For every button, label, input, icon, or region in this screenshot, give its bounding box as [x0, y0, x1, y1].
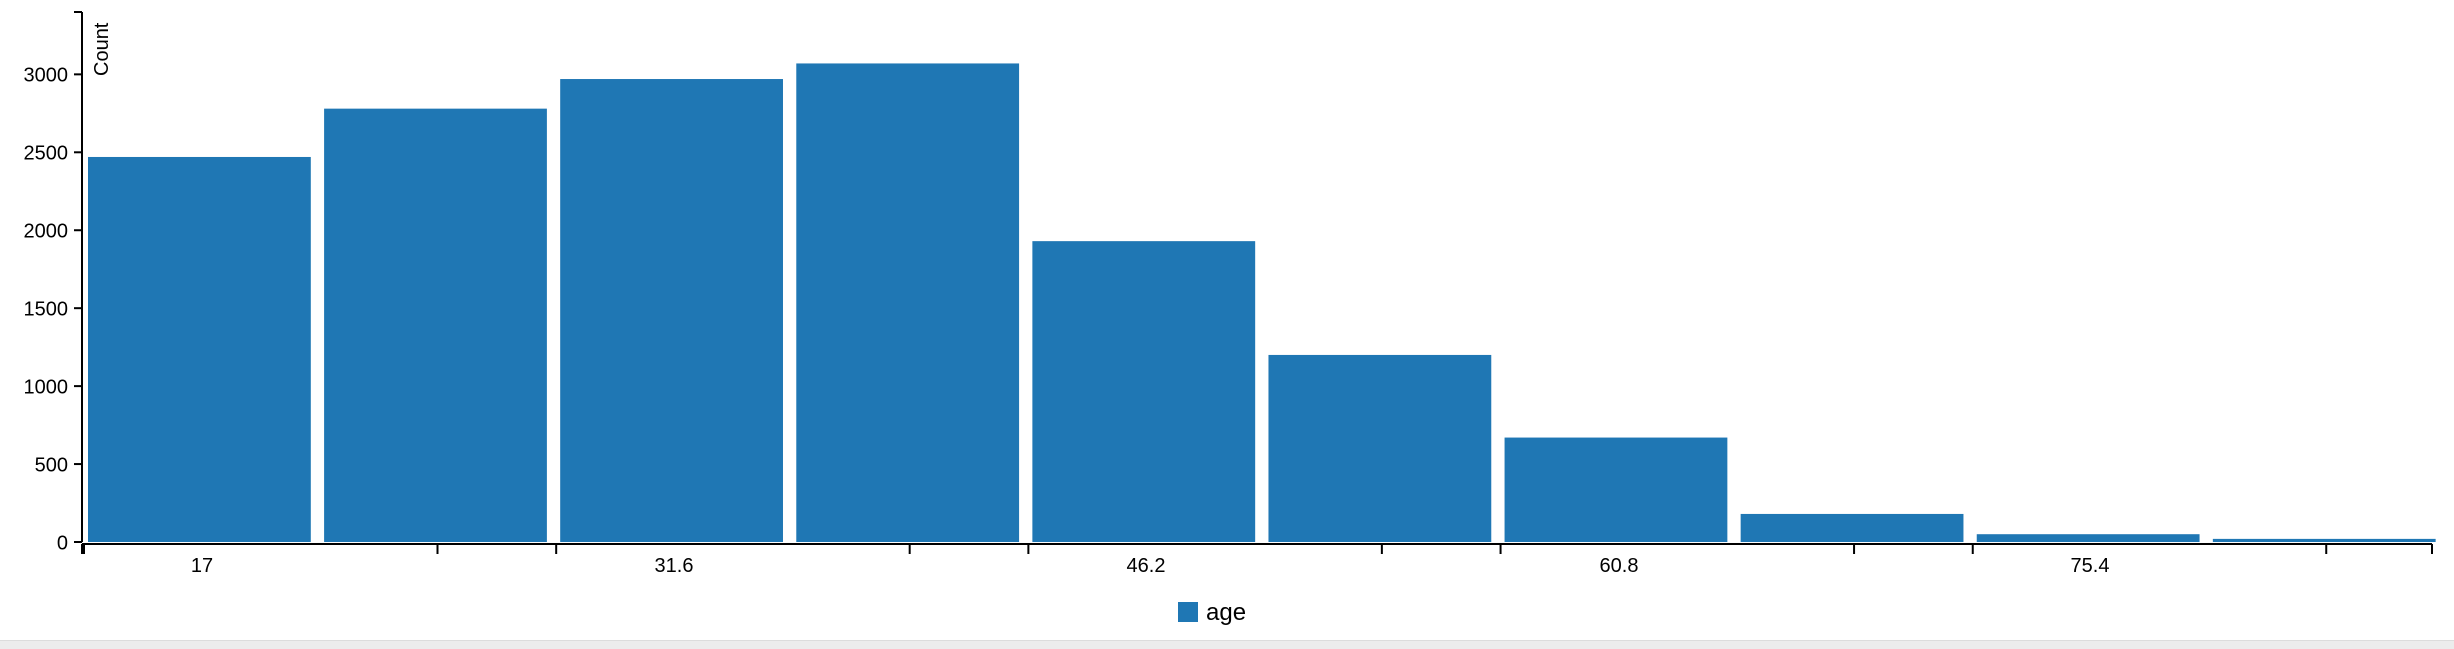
legend[interactable]: age: [1178, 599, 1246, 626]
x-axis: 17 31.6 46.2 60.8 75.4: [81, 543, 2433, 577]
y-axis: 0 500 1000 1500 2000 2500 3000: [24, 11, 83, 554]
y-tick-label: 0: [57, 532, 68, 554]
histogram-bar[interactable]: [1268, 354, 1492, 542]
histogram-bar[interactable]: [560, 79, 783, 542]
histogram-bar[interactable]: [1504, 437, 1728, 542]
legend-label[interactable]: age: [1206, 599, 1246, 626]
bottom-scroll-strip: [0, 640, 2454, 649]
histogram-bar[interactable]: [1740, 513, 1964, 542]
x-tick-label: 17: [191, 555, 213, 577]
y-tick-label: 2000: [24, 221, 69, 243]
x-tick-label: 60.8: [1600, 555, 1639, 577]
bars-group: [88, 63, 2436, 543]
x-tick-label: 31.6: [655, 555, 694, 577]
x-tick-label: 75.4: [2071, 555, 2110, 577]
y-tick-label: 1500: [24, 298, 69, 320]
y-tick-label: 3000: [24, 65, 69, 87]
histogram-bar[interactable]: [324, 108, 547, 542]
histogram-bar[interactable]: [1032, 241, 1256, 542]
histogram-bar[interactable]: [796, 63, 1020, 543]
histogram-bar[interactable]: [2212, 538, 2436, 542]
y-tick-label: 2500: [24, 143, 69, 165]
x-tick-label: 46.2: [1127, 555, 1166, 577]
y-tick-label: 1000: [24, 376, 69, 398]
legend-swatch[interactable]: [1178, 602, 1198, 622]
y-axis-title: Count: [91, 22, 113, 76]
y-tick-label: 500: [35, 454, 68, 476]
histogram-bar[interactable]: [88, 156, 311, 542]
histogram-bar[interactable]: [1976, 534, 2200, 542]
